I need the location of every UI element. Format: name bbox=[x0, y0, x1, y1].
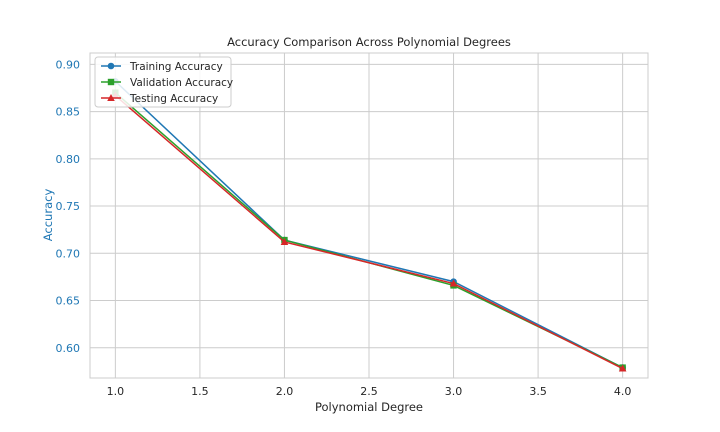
x-tick-label: 3.0 bbox=[445, 385, 463, 398]
y-tick-label: 0.90 bbox=[56, 58, 81, 71]
x-tick-label: 2.0 bbox=[276, 385, 294, 398]
series-line bbox=[114, 94, 623, 370]
x-tick-label: 2.5 bbox=[360, 385, 378, 398]
data-point bbox=[618, 364, 627, 372]
legend-label: Testing Accuracy bbox=[129, 93, 218, 105]
x-axis-title: Polynomial Degree bbox=[315, 400, 423, 414]
data-point bbox=[280, 237, 289, 245]
x-tick-labels: 1.0 1.5 2.0 2.5 3.0 3.5 4.0 bbox=[107, 385, 632, 398]
legend-item: Testing Accuracy bbox=[101, 93, 218, 105]
legend-item: Training Accuracy bbox=[101, 61, 223, 73]
y-tick-label: 0.70 bbox=[56, 247, 81, 260]
legend-item: Validation Accuracy bbox=[101, 77, 233, 89]
y-tick-label: 0.80 bbox=[56, 153, 81, 166]
y-axis-title: Accuracy bbox=[41, 189, 55, 242]
grid-lines bbox=[90, 53, 648, 378]
legend: Training Accuracy Validation Accuracy Test… bbox=[94, 56, 233, 108]
legend-label: Validation Accuracy bbox=[130, 77, 233, 89]
y-tick-label: 0.85 bbox=[56, 106, 81, 119]
series-line bbox=[114, 80, 623, 369]
y-tick-label: 0.65 bbox=[56, 295, 81, 308]
y-tick-label: 0.75 bbox=[56, 200, 81, 213]
y-tick-labels: 0.60 0.65 0.70 0.75 0.80 0.85 0.90 bbox=[56, 58, 81, 354]
x-tick-label: 4.0 bbox=[614, 385, 632, 398]
x-tick-label: 1.5 bbox=[191, 385, 209, 398]
y-tick-label: 0.60 bbox=[56, 342, 81, 355]
chart-title: Accuracy Comparison Across Polynomial De… bbox=[227, 35, 511, 49]
data-point bbox=[449, 279, 458, 287]
x-tick-label: 1.0 bbox=[107, 385, 125, 398]
legend-label: Training Accuracy bbox=[129, 61, 223, 73]
legend-marker bbox=[107, 78, 115, 86]
legend-box bbox=[94, 56, 232, 108]
legend-marker bbox=[107, 94, 115, 101]
legend-marker bbox=[107, 62, 115, 70]
plot-frame bbox=[89, 52, 649, 379]
x-tick-label: 3.5 bbox=[529, 385, 547, 398]
